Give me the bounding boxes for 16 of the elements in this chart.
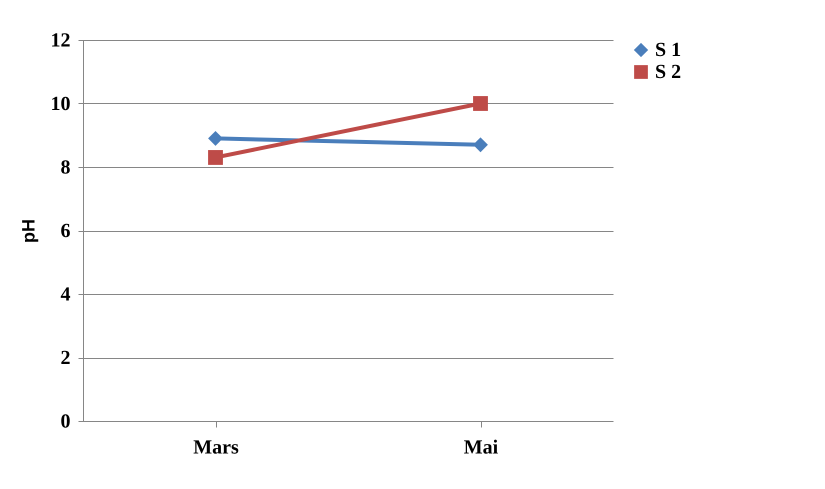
y-tick-label: 8 (60, 156, 70, 178)
y-tick-label: 2 (60, 347, 70, 369)
y-axis-title: pH (18, 219, 38, 243)
point (208, 131, 223, 146)
point (208, 150, 223, 165)
legend-label: S 1 (655, 39, 682, 61)
point (473, 137, 488, 152)
y-tick-label: 0 (60, 410, 70, 432)
y-tick-label: 6 (60, 220, 70, 242)
y-tick-label: 4 (60, 284, 70, 306)
point (473, 96, 488, 111)
x-tick-label: Mars (193, 436, 239, 458)
y-tick-label: 10 (50, 93, 70, 115)
x-tick-label: Mai (464, 436, 499, 458)
legend-label: S 2 (655, 61, 682, 83)
y-tick-label: 12 (50, 30, 70, 52)
